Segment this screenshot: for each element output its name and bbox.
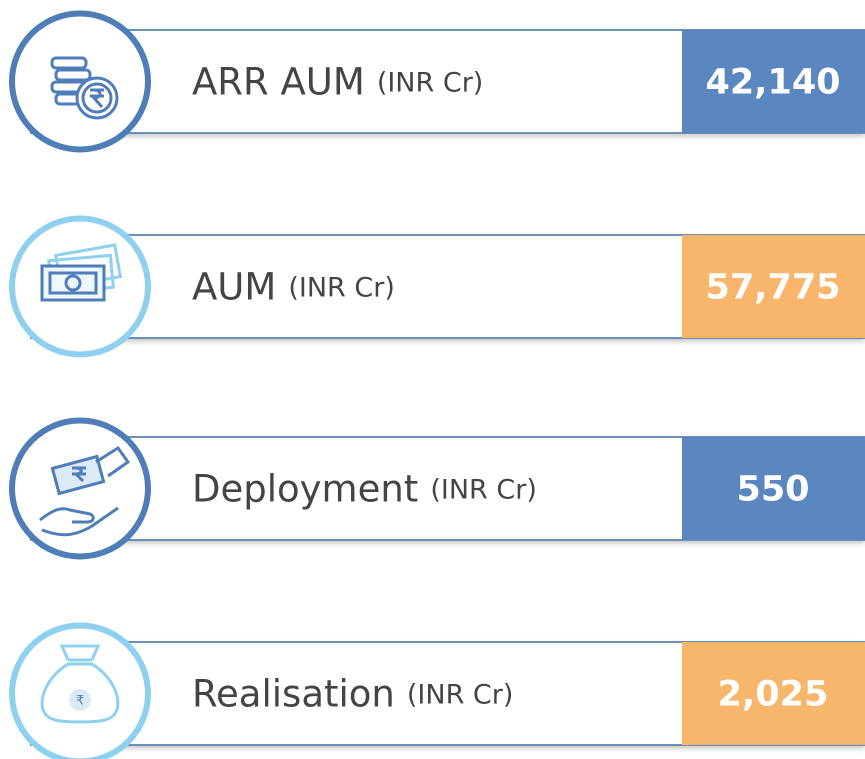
payment-icon (39, 445, 131, 537)
icons: ₹ (39, 56, 131, 724)
unit-text: (INR Cr) (288, 272, 395, 303)
kpi-label: Deployment (INR Cr) (192, 467, 537, 510)
kpi-value: 57,775 (705, 268, 840, 308)
kpi-value: 42,140 (705, 63, 840, 103)
kpi-label: ARR AUM (INR Cr) (192, 60, 483, 103)
label-text: AUM (192, 265, 276, 308)
label-text: ARR AUM (192, 60, 365, 103)
unit-text: (INR Cr) (430, 474, 537, 505)
bag-icon: ₹ (40, 644, 120, 724)
label-text: Realisation (192, 672, 395, 715)
kpi-label: AUM (INR Cr) (192, 265, 395, 308)
value-box (682, 30, 865, 133)
unit-text: (INR Cr) (407, 679, 514, 710)
kpi-value: 550 (736, 470, 809, 510)
unit-text: (INR Cr) (377, 67, 484, 98)
value-box (682, 235, 865, 338)
kpi-row: AUM (INR Cr) 57,775 (9, 215, 865, 358)
kpi-value: 2,025 (718, 675, 829, 715)
cash-icon (40, 243, 123, 302)
kpi-row: Deployment (INR Cr) 550 (9, 417, 865, 560)
kpi-row: Realisation (INR Cr) 2,025 (9, 622, 865, 759)
value-box (682, 437, 865, 540)
label-text: Deployment (192, 467, 418, 510)
coins-icon (50, 56, 119, 120)
value-box (682, 642, 865, 745)
svg-text:₹: ₹ (76, 694, 84, 709)
kpi-row: ARR AUM (INR Cr) 42,140 (9, 10, 865, 153)
kpi-label: Realisation (INR Cr) (192, 672, 513, 715)
